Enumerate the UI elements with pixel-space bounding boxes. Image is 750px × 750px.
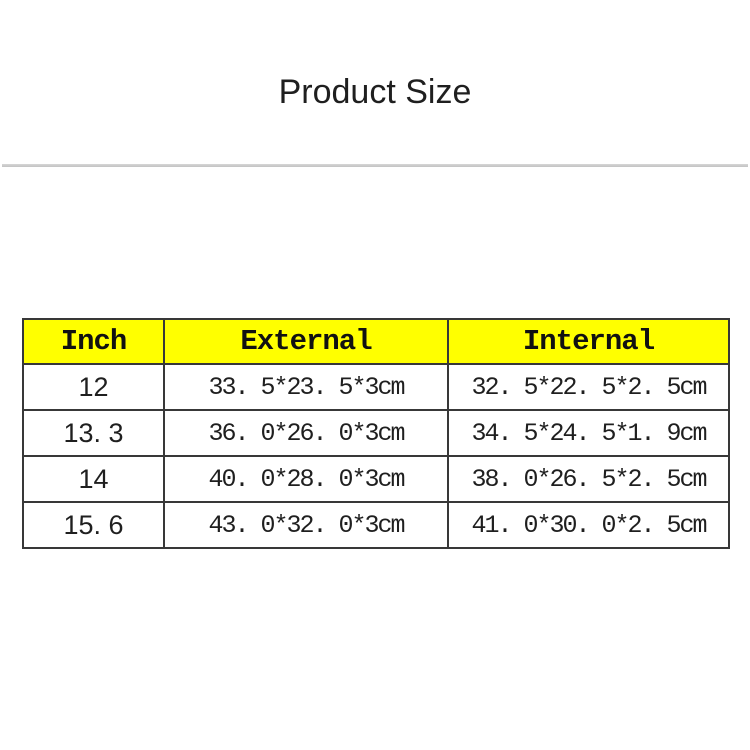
table-row: 15. 6 43. 0*32. 0*3cm 41. 0*30. 0*2. 5cm bbox=[22, 501, 730, 549]
internal-size-cell: 34. 5*24. 5*1. 9cm bbox=[447, 409, 730, 457]
internal-size-cell: 32. 5*22. 5*2. 5cm bbox=[447, 363, 730, 411]
external-size-cell: 33. 5*23. 5*3cm bbox=[163, 363, 449, 411]
column-header-external: External bbox=[163, 318, 449, 365]
internal-size-cell: 38. 0*26. 5*2. 5cm bbox=[447, 455, 730, 503]
external-size-cell: 40. 0*28. 0*3cm bbox=[163, 455, 449, 503]
section-divider bbox=[2, 164, 748, 167]
internal-size-cell: 41. 0*30. 0*2. 5cm bbox=[447, 501, 730, 549]
inch-cell: 14 bbox=[22, 455, 165, 503]
column-header-inch: Inch bbox=[22, 318, 165, 365]
inch-cell: 13. 3 bbox=[22, 409, 165, 457]
inch-cell: 15. 6 bbox=[22, 501, 165, 549]
table-row: 14 40. 0*28. 0*3cm 38. 0*26. 5*2. 5cm bbox=[22, 455, 730, 503]
product-size-table: Inch External Internal 12 33. 5*23. 5*3c… bbox=[22, 318, 730, 549]
external-size-cell: 43. 0*32. 0*3cm bbox=[163, 501, 449, 549]
column-header-internal: Internal bbox=[447, 318, 730, 365]
external-size-cell: 36. 0*26. 0*3cm bbox=[163, 409, 449, 457]
inch-cell: 12 bbox=[22, 363, 165, 411]
table-header-row: Inch External Internal bbox=[22, 318, 730, 365]
page-title: Product Size bbox=[278, 73, 472, 111]
table-row: 12 33. 5*23. 5*3cm 32. 5*22. 5*2. 5cm bbox=[22, 363, 730, 411]
table-row: 13. 3 36. 0*26. 0*3cm 34. 5*24. 5*1. 9cm bbox=[22, 409, 730, 457]
